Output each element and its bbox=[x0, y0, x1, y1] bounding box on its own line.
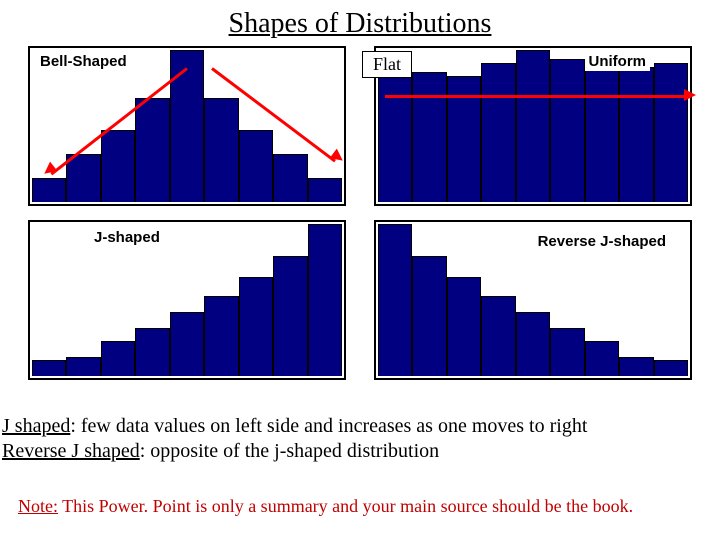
bars-uniform bbox=[378, 50, 688, 202]
panel-bell-shaped: Bell-Shaped bbox=[28, 46, 346, 206]
panel-uniform: Uniform Flat bbox=[374, 46, 692, 206]
panel-reverse-j-shaped: Reverse J-shaped bbox=[374, 220, 692, 380]
bar bbox=[619, 67, 653, 202]
note-text: This Power. Point is only a summary and … bbox=[58, 496, 633, 516]
bar bbox=[585, 67, 619, 202]
caption-block: J shaped: few data values on left side a… bbox=[2, 414, 587, 464]
bar bbox=[585, 341, 619, 376]
bar bbox=[135, 328, 169, 376]
bar bbox=[550, 59, 584, 202]
bar bbox=[447, 277, 481, 376]
label-jshaped: J-shaped bbox=[90, 228, 164, 247]
bar bbox=[32, 360, 66, 376]
bar bbox=[273, 256, 307, 376]
bar bbox=[412, 72, 446, 202]
bars-bell bbox=[32, 50, 342, 202]
bar bbox=[516, 50, 550, 202]
label-bell: Bell-Shaped bbox=[36, 52, 131, 71]
label-reversej: Reverse J-shaped bbox=[534, 232, 670, 251]
bar bbox=[308, 178, 342, 202]
caption-line-1: J shaped: few data values on left side a… bbox=[2, 414, 587, 439]
bar bbox=[239, 130, 273, 202]
caption-text-1: : few data values on left side and incre… bbox=[70, 415, 587, 437]
page-title: Shapes of Distributions bbox=[0, 0, 720, 46]
bar bbox=[101, 341, 135, 376]
annotation-arrow bbox=[385, 95, 684, 98]
bar bbox=[273, 154, 307, 202]
bar bbox=[654, 360, 688, 376]
bar bbox=[101, 130, 135, 202]
bar bbox=[550, 328, 584, 376]
caption-line-2: Reverse J shaped: opposite of the j-shap… bbox=[2, 439, 587, 464]
bar bbox=[204, 296, 238, 376]
bar bbox=[516, 312, 550, 376]
bar bbox=[32, 178, 66, 202]
caption-term-1: J shaped bbox=[2, 415, 70, 437]
bars-jshaped bbox=[32, 224, 342, 376]
footer-note: Note: This Power. Point is only a summar… bbox=[18, 496, 633, 517]
chart-grid: Bell-Shaped Uniform Flat J-shaped Revers… bbox=[0, 46, 720, 380]
note-prefix: Note: bbox=[18, 496, 58, 516]
bar bbox=[481, 296, 515, 376]
bar bbox=[378, 67, 412, 202]
bar bbox=[204, 98, 238, 202]
caption-term-2: Reverse J shaped bbox=[2, 440, 140, 462]
arrow-head-icon bbox=[684, 89, 696, 101]
bar bbox=[66, 357, 100, 376]
bar bbox=[412, 256, 446, 376]
bar bbox=[239, 277, 273, 376]
bar bbox=[170, 50, 204, 202]
bar bbox=[481, 63, 515, 202]
label-uniform: Uniform bbox=[585, 52, 651, 71]
flat-callout: Flat bbox=[362, 51, 412, 78]
caption-text-2: : opposite of the j-shaped distribution bbox=[140, 440, 439, 462]
bar bbox=[619, 357, 653, 376]
bar bbox=[378, 224, 412, 376]
bar bbox=[135, 98, 169, 202]
bar bbox=[66, 154, 100, 202]
panel-j-shaped: J-shaped bbox=[28, 220, 346, 380]
bar bbox=[170, 312, 204, 376]
bar bbox=[308, 224, 342, 376]
bar bbox=[654, 63, 688, 202]
